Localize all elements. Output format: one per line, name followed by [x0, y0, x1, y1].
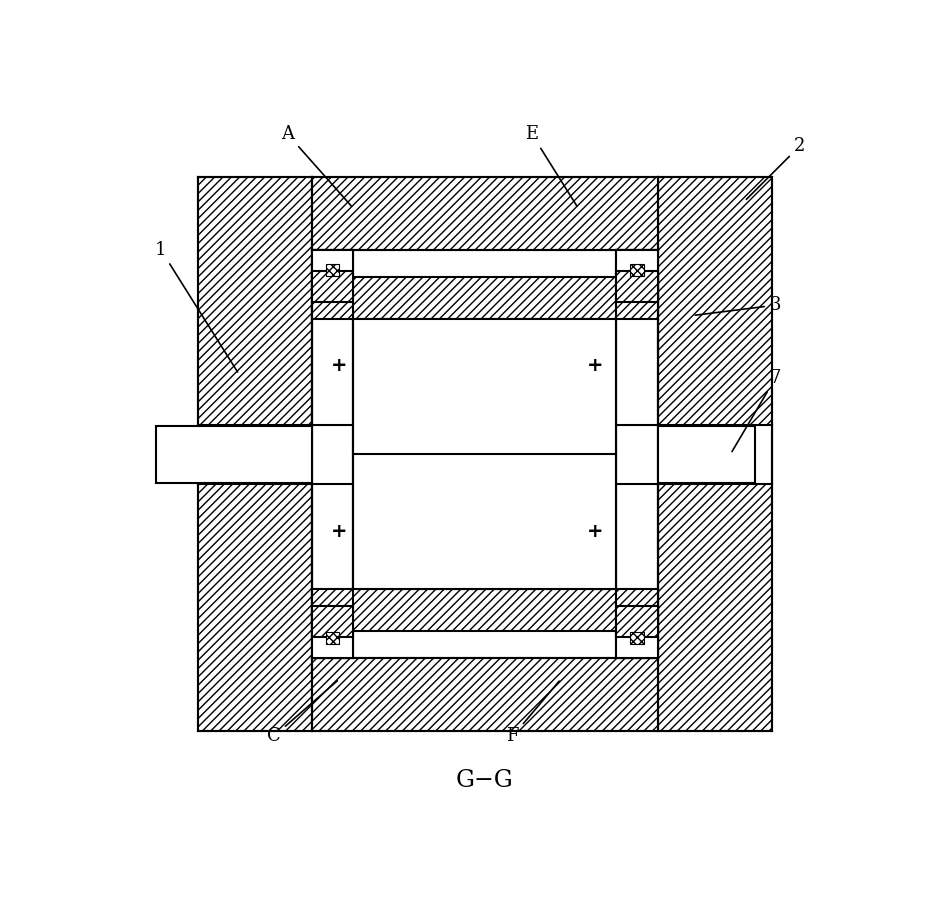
Text: 7: 7	[732, 369, 781, 451]
Text: 3: 3	[695, 296, 781, 316]
Bar	[198, 177, 312, 731]
Text: 2: 2	[746, 137, 805, 200]
Bar	[312, 630, 353, 658]
Text: G−G: G−G	[456, 770, 514, 792]
Bar	[312, 250, 353, 278]
Text: F: F	[506, 681, 559, 745]
Bar	[617, 630, 657, 658]
Bar	[312, 271, 353, 302]
Text: A: A	[281, 125, 352, 206]
Bar	[325, 263, 340, 276]
Text: +: +	[587, 522, 604, 541]
Text: +: +	[331, 522, 348, 541]
Text: 1: 1	[155, 241, 237, 372]
Bar	[312, 606, 353, 637]
Bar	[312, 425, 353, 484]
Bar	[325, 632, 340, 645]
Bar	[353, 319, 617, 589]
Bar	[657, 425, 772, 484]
Bar	[617, 425, 657, 484]
Bar	[312, 658, 657, 731]
Bar	[630, 632, 644, 645]
Text: C: C	[267, 681, 338, 745]
Bar	[312, 278, 657, 319]
Bar	[617, 271, 657, 302]
Bar	[312, 177, 657, 250]
Text: E: E	[525, 125, 577, 206]
Bar	[156, 426, 312, 483]
Bar	[617, 606, 657, 637]
Bar	[630, 263, 644, 276]
Text: +: +	[331, 356, 348, 375]
Text: +: +	[587, 356, 604, 375]
Bar	[657, 177, 772, 731]
Bar	[312, 250, 353, 658]
Bar	[312, 589, 657, 630]
Bar	[657, 426, 755, 483]
Bar	[617, 250, 657, 278]
Bar	[617, 250, 657, 658]
Bar	[198, 425, 312, 484]
